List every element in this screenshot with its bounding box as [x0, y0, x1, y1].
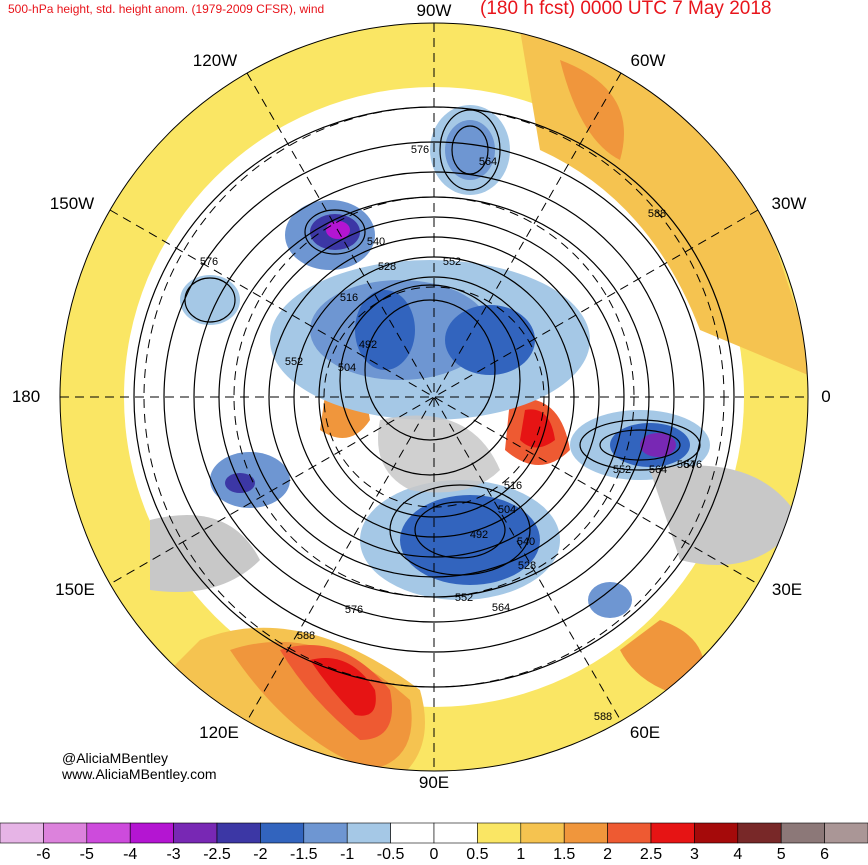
colorbar-swatch — [216, 822, 261, 844]
colorbar-swatch — [563, 822, 608, 844]
lon-label-120e: 120E — [199, 723, 239, 742]
credit-website: www.AliciaMBentley.com — [62, 766, 217, 782]
colorbar-swatch — [390, 822, 435, 844]
colorbar-tick-label: 4 — [733, 846, 743, 863]
colorbar-swatch — [86, 822, 131, 844]
contour-label: 540 — [366, 236, 386, 248]
colorbar-swatch — [303, 822, 348, 844]
map-title: 500-hPa height, std. height anom. (1979-… — [8, 2, 325, 16]
colorbar-swatch — [43, 822, 88, 844]
colorbar-tick-label: -1.5 — [290, 846, 318, 863]
colorbar-swatch — [477, 822, 522, 844]
colorbar-tick-label: 0 — [429, 846, 439, 863]
lat-lon-grid — [59, 22, 809, 772]
colorbar-tick-label: 1 — [516, 846, 526, 863]
colorbar-tick-label: 3 — [689, 846, 699, 863]
colorbar-swatch — [737, 822, 782, 844]
contour-label: 528 — [377, 261, 397, 273]
polar-map — [59, 22, 809, 772]
contour-label: 516 — [503, 480, 523, 492]
colorbar-tick-label: -2.5 — [203, 846, 231, 863]
contour-label: 504 — [337, 362, 357, 374]
contour-label: 552 — [442, 256, 462, 268]
lon-label-30e: 30E — [771, 580, 803, 599]
contour-label: 588 — [647, 208, 667, 220]
contour-label: 564 — [676, 459, 696, 471]
colorbar-swatch — [780, 822, 825, 844]
lon-label-120w: 120W — [192, 51, 238, 70]
lon-label-150e: 150E — [55, 580, 95, 599]
lon-label-60w: 60W — [630, 51, 666, 70]
colorbar-tick-label: -5 — [79, 846, 94, 863]
colorbar-tick-label: -1 — [340, 846, 355, 863]
colorbar-swatch — [694, 822, 739, 844]
lon-label-0: 0 — [821, 387, 831, 406]
colorbar-tick-label: -4 — [123, 846, 138, 863]
colorbar-swatch — [0, 822, 44, 844]
contour-label: 576 — [344, 604, 364, 616]
contour-label: 588 — [296, 630, 316, 642]
forecast-time: (180 h fcst) 0000 UTC 7 May 2018 — [480, 0, 772, 19]
colorbar-tick-label: 0.5 — [466, 846, 489, 863]
lon-label-180: 180 — [11, 387, 41, 406]
colorbar-tick-label: 5 — [776, 846, 786, 863]
contour-label: 564 — [491, 602, 511, 614]
contour-label: 492 — [469, 529, 489, 541]
colorbar-tick-label: 2 — [603, 846, 613, 863]
contour-label: 564 — [478, 156, 498, 168]
contour-label: 528 — [517, 560, 537, 572]
credit-handle: @AliciaMBentley — [62, 750, 169, 766]
colorbar — [0, 822, 868, 844]
colorbar-tick-label: 1.5 — [553, 846, 576, 863]
colorbar-tick-label: -2 — [253, 846, 268, 863]
colorbar-swatch — [129, 822, 174, 844]
contour-label: 552 — [284, 356, 304, 368]
contour-label: 552 — [454, 592, 474, 604]
lon-label-150w: 150W — [49, 194, 95, 213]
contour-label: 552 — [612, 464, 632, 476]
lon-label-90e: 90E — [418, 773, 450, 792]
colorbar-tick-label: -0.5 — [376, 846, 405, 863]
contour-label: 576 — [683, 459, 703, 471]
colorbar-swatch — [260, 822, 305, 844]
contour-label: 576 — [199, 256, 219, 268]
colorbar-tick-label: -3 — [166, 846, 181, 863]
lon-label-30w: 30W — [771, 194, 807, 213]
contour-label: 492 — [358, 339, 378, 351]
contour-label: 576 — [410, 144, 430, 156]
contour-label: 588 — [593, 711, 613, 723]
lon-label-90w: 90W — [416, 1, 452, 20]
colorbar-tick-label: -6 — [36, 846, 51, 863]
anomaly-field — [60, 23, 808, 771]
contour-label: 540 — [516, 536, 536, 548]
colorbar-swatch — [433, 822, 478, 844]
colorbar-swatch — [173, 822, 218, 844]
colorbar-swatch — [607, 822, 652, 844]
contour-label: 564 — [648, 464, 668, 476]
colorbar-swatch — [346, 822, 391, 844]
colorbar-swatch — [650, 822, 695, 844]
colorbar-swatch — [520, 822, 565, 844]
colorbar-tick-label: 6 — [820, 846, 830, 863]
colorbar-swatch — [824, 822, 868, 844]
lon-label-60e: 60E — [629, 723, 661, 742]
contour-label: 504 — [497, 504, 517, 516]
colorbar-tick-label: 2.5 — [639, 846, 663, 863]
contour-label: 516 — [339, 292, 359, 304]
